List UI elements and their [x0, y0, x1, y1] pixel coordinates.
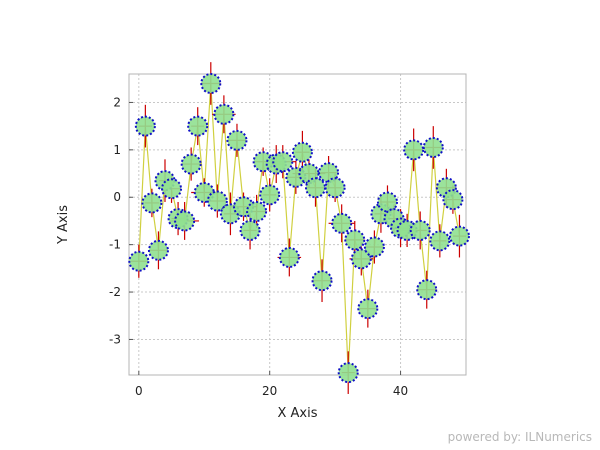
data-point	[403, 139, 425, 161]
y-tick-label: 2	[113, 95, 121, 109]
data-point	[272, 151, 294, 173]
grid-lines	[129, 74, 466, 375]
data-point	[180, 153, 202, 175]
y-tick-label: -2	[109, 285, 121, 299]
data-point	[278, 246, 300, 268]
data-point	[324, 177, 346, 199]
data-point	[448, 225, 470, 247]
data-point	[416, 279, 438, 301]
data-point	[291, 141, 313, 163]
data-point	[357, 298, 379, 320]
data-markers	[128, 72, 470, 384]
data-point	[174, 210, 196, 232]
data-point	[429, 230, 451, 252]
data-point	[147, 239, 169, 261]
watermark-brand: ILNumerics	[525, 430, 592, 444]
data-point	[350, 248, 372, 270]
data-point	[200, 72, 222, 94]
y-axis-title: Y Axis	[56, 205, 71, 245]
watermark-label: powered by:	[447, 430, 522, 444]
y-tick-label: -3	[109, 332, 121, 346]
x-tick-label: 0	[135, 384, 143, 398]
watermark: powered by: ILNumerics	[448, 430, 592, 444]
data-point	[239, 219, 261, 241]
data-point	[187, 115, 209, 137]
data-point	[422, 136, 444, 158]
data-point	[363, 236, 385, 258]
y-tick-label: 0	[113, 190, 121, 204]
data-point	[206, 190, 228, 212]
data-point	[128, 250, 150, 272]
x-tick-label: 20	[262, 384, 277, 398]
data-point	[376, 191, 398, 213]
data-point	[318, 162, 340, 184]
data-point	[331, 212, 353, 234]
data-point	[246, 200, 268, 222]
data-point	[259, 184, 281, 206]
data-point	[304, 177, 326, 199]
data-point	[161, 178, 183, 200]
plot-frame	[128, 73, 467, 376]
data-point	[442, 189, 464, 211]
data-point	[134, 115, 156, 137]
data-point	[337, 362, 359, 384]
axis-ticks: 0 20 40 2 1 0 -1 -2 -3	[109, 95, 408, 398]
y-tick-label: 1	[113, 143, 121, 157]
data-point	[141, 192, 163, 214]
data-point	[226, 129, 248, 151]
x-axis-title: X Axis	[277, 406, 317, 421]
data-point	[409, 219, 431, 241]
y-tick-label: -1	[109, 238, 121, 252]
data-point	[311, 270, 333, 292]
data-point	[213, 103, 235, 125]
data-point	[344, 229, 366, 251]
x-tick-label: 40	[393, 384, 408, 398]
